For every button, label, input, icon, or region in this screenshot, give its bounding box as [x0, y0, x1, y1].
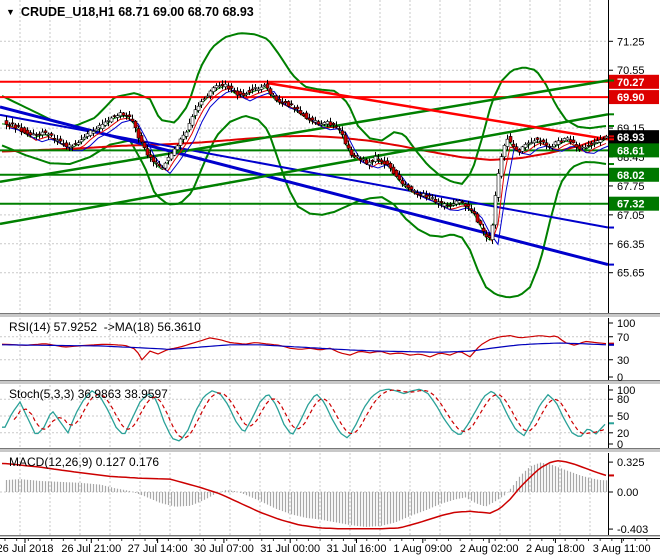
price-badge-label: 68.02: [617, 170, 645, 182]
panel-separator[interactable]: [0, 380, 660, 385]
indicator-tick-label: 100: [617, 318, 635, 330]
indicator-tick-label: 80: [617, 394, 629, 406]
indicator-tick-label: 0.00: [617, 487, 638, 499]
indicator-tick-label: 20: [617, 428, 629, 440]
panel-separator[interactable]: [0, 448, 660, 453]
time-axis-label[interactable]: 27 Jul 14:00: [128, 543, 188, 555]
price-tick-label: 66.35: [617, 239, 645, 251]
price-tick-label: 71.25: [617, 36, 645, 48]
bollinger-lower-line: [1, 114, 607, 299]
indicator-tick-label: 30: [617, 355, 629, 367]
price-badge-label: 67.32: [617, 199, 645, 211]
time-axis-label[interactable]: 2 Aug 02:00: [460, 543, 519, 555]
macd-histogram: [5, 462, 608, 527]
indicator-tick-label: 100: [617, 385, 635, 397]
price-tick-label: 67.05: [617, 210, 645, 222]
indicator-tick-label: 50: [617, 411, 629, 423]
time-axis-label[interactable]: 3 Aug 11:00: [593, 543, 651, 555]
time-axis-label[interactable]: 26 Jul 21:00: [61, 543, 121, 555]
price-badge-68.61: [609, 143, 659, 158]
indicator-tick-label: 70: [617, 332, 629, 344]
indicator-tick-label: 0: [617, 372, 623, 384]
rsi-line: [1, 334, 607, 361]
macd-signal-line: [1, 460, 607, 530]
price-badge-label: 68.93: [617, 132, 645, 144]
price-badge-label: 70.27: [617, 77, 645, 89]
indicator-tick-label: -0.403: [617, 524, 648, 536]
time-axis-label[interactable]: 30 Jul 07:00: [194, 543, 254, 555]
indicator-tick-label: 0: [617, 439, 623, 451]
price-tick-label: 70.55: [617, 65, 645, 77]
rsi-ma-line: [2, 342, 607, 353]
price-tick-label: 65.65: [617, 268, 645, 280]
price-badge-70.27: [609, 74, 659, 89]
panel-separator[interactable]: [0, 535, 660, 538]
chart-title: ▼ CRUDE_U18,H1 68.71 69.00 68.70 68.93: [6, 5, 254, 19]
trendline-blue-1: [0, 113, 609, 229]
time-axis-label[interactable]: 31 Jul 00:00: [260, 543, 320, 555]
time-axis-label[interactable]: 26 Jul 2018: [0, 543, 53, 555]
stoch-indicator-label: Stoch(5,3,3) 36.9863 38.9597: [9, 387, 168, 401]
macd-indicator-label: MACD(12,26,9) 0.127 0.176: [9, 455, 160, 469]
bollinger-upper-line: [1, 32, 607, 186]
time-axis-label[interactable]: 1 Aug 09:00: [393, 543, 452, 555]
panel-separator[interactable]: [0, 313, 660, 318]
rsi-indicator-label: RSI(14) 57.9252 ->MA(18) 56.3610: [9, 320, 201, 334]
price-badge-69.90: [609, 90, 659, 105]
time-axis-label[interactable]: 2 Aug 18:00: [526, 543, 585, 555]
price-badge-label: 69.90: [617, 92, 645, 104]
price-badge-67.32: [609, 196, 659, 211]
trendline-green-2: [0, 79, 609, 184]
trendline-green-3: [0, 113, 609, 226]
price-tick-label: 67.75: [617, 181, 645, 193]
indicator-tick-label: 0.325: [617, 457, 645, 469]
slow-ma-line: [1, 134, 607, 161]
ohlc-values: 68.71 69.00 68.70 68.93: [118, 5, 254, 19]
trendline-red-4: [266, 81, 609, 141]
symbol-period-label: CRUDE_U18,H1: [20, 5, 115, 19]
stoch-k-line: [2, 388, 606, 442]
symbol-dropdown-icon[interactable]: ▼: [6, 7, 15, 17]
candlestick-series: [4, 79, 609, 244]
price-badge-label: 68.61: [617, 145, 645, 157]
stoch-signal-line: [13, 389, 606, 439]
time-axis-label[interactable]: 31 Jul 16:00: [327, 543, 387, 555]
price-badge-68.02: [609, 167, 659, 182]
price-badge-68.93: [609, 130, 659, 145]
